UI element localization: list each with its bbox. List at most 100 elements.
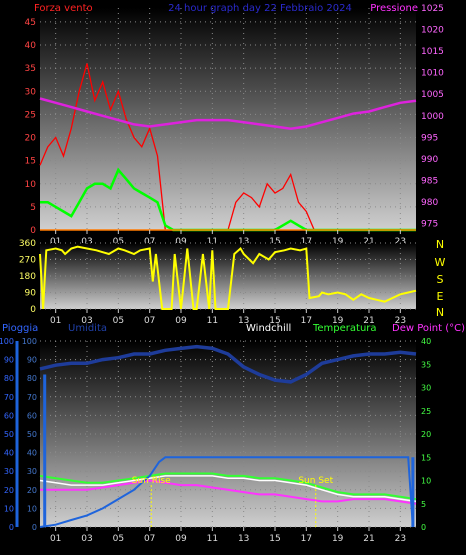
dewpoint-tick-label: 40 — [421, 337, 431, 346]
x-tick-label: 11 — [207, 534, 218, 544]
series-humidity — [39, 344, 417, 384]
rain-tick-label: 40 — [4, 449, 14, 458]
rain-tick-label: 70 — [4, 393, 14, 402]
dewpoint-tick-label: 25 — [421, 407, 431, 416]
wind-tick-label: 15 — [25, 157, 36, 167]
pressure-tick-label: 1005 — [421, 90, 444, 100]
dewpoint-tick-label: 30 — [421, 384, 431, 393]
x-tick-label: 01 — [50, 316, 61, 326]
x-tick-label: 17 — [301, 534, 312, 544]
pressure-tick-label: 1020 — [421, 26, 444, 36]
pressure-tick-label: 980 — [421, 198, 438, 208]
sun-annotations: Sun Rise Sun Set — [132, 476, 334, 527]
humidity-tick-label: 40 — [27, 449, 37, 458]
x-tick-label: 19 — [332, 534, 344, 544]
series-windchill — [39, 475, 417, 503]
x-tick-label: 19 — [332, 237, 344, 247]
pressure-tick-label: 1000 — [421, 112, 444, 122]
rain-tick-label: 90 — [4, 356, 14, 365]
direction-tick-label: 90 — [25, 289, 37, 299]
direction-tick-label: 0 — [30, 305, 36, 315]
wind-tick-label: 30 — [25, 87, 37, 97]
chart-title: 24 hour graph day 22 Febbraio 2024 — [168, 3, 352, 14]
pressure-axis-title: Pressione — [370, 3, 418, 14]
x-tick-label: 01 — [50, 237, 61, 247]
wind-tick-label: 25 — [25, 110, 36, 120]
climate-axes: 0102030405060708090100010203040506070809… — [0, 337, 431, 544]
legend-umidita: Umidita — [68, 323, 107, 334]
x-tick-label: 05 — [113, 237, 124, 247]
x-tick-label: 23 — [395, 534, 406, 544]
rain-tick-label: 100 — [0, 337, 14, 346]
x-tick-label: 05 — [113, 534, 124, 544]
wind-axis-title: Forza vento — [34, 3, 93, 14]
wind-tick-label: 40 — [25, 41, 37, 51]
x-tick-label: 07 — [144, 316, 155, 326]
x-tick-label: 21 — [363, 316, 374, 326]
legend-temperatura: Temperatura — [312, 323, 377, 334]
x-tick-label: 03 — [81, 534, 92, 544]
x-tick-label: 01 — [50, 534, 61, 544]
humidity-tick-label: 90 — [27, 356, 37, 365]
rain-tick-label: 80 — [4, 374, 14, 383]
wind-series — [39, 63, 417, 232]
wind-tick-label: 20 — [25, 134, 37, 144]
x-tick-label: 15 — [269, 237, 280, 247]
legend-windchill: Windchill — [246, 323, 291, 334]
pressure-tick-label: 995 — [421, 133, 438, 143]
x-tick-label: 07 — [144, 237, 155, 247]
x-tick-label: 07 — [144, 534, 155, 544]
sun-marker-label: Sun Rise — [132, 476, 171, 486]
wind-tick-label: 35 — [25, 64, 36, 74]
compass-label: E — [437, 290, 444, 303]
x-tick-label: 13 — [238, 237, 249, 247]
humidity-tick-label: 80 — [27, 374, 37, 383]
humidity-tick-label: 20 — [27, 486, 37, 495]
compass-label: W — [435, 256, 446, 269]
rain-tick-label: 50 — [4, 430, 14, 439]
pressure-tick-label: 1025 — [421, 4, 444, 14]
series-wind-avg — [40, 167, 416, 232]
pressure-tick-label: 990 — [421, 155, 438, 165]
x-tick-label: 13 — [238, 534, 249, 544]
rain-tick-label: 30 — [4, 467, 14, 476]
x-tick-label: 23 — [395, 316, 406, 326]
x-tick-label: 23 — [395, 237, 406, 247]
climate-series — [39, 344, 417, 528]
series-wind-direction — [39, 245, 417, 310]
climate-plot-area — [40, 341, 416, 527]
series-pioggia — [39, 456, 414, 528]
humidity-tick-label: 10 — [27, 504, 37, 513]
climate-grid — [40, 340, 416, 528]
x-tick-label: 09 — [175, 237, 187, 247]
wind-tick-label: 0 — [30, 226, 36, 236]
x-tick-label: 13 — [238, 316, 249, 326]
dewpoint-tick-label: 5 — [421, 500, 426, 509]
compass-labels: N W S E N — [435, 238, 446, 319]
pressure-tick-label: 985 — [421, 176, 438, 186]
x-tick-label: 21 — [363, 237, 374, 247]
legend-dewpoint: Dew Point (°C) — [392, 323, 465, 334]
compass-label: S — [437, 273, 444, 286]
compass-label: N — [436, 306, 444, 319]
humidity-tick-label: 30 — [27, 467, 37, 476]
direction-tick-label: 360 — [19, 239, 36, 249]
sun-marker-label: Sun Set — [298, 476, 333, 486]
x-tick-label: 09 — [175, 534, 187, 544]
wind-tick-label: 45 — [25, 18, 36, 28]
x-tick-label: 21 — [363, 534, 374, 544]
pressure-tick-label: 975 — [421, 220, 438, 230]
series-dewpoint — [40, 479, 417, 505]
legend-pioggia: Pioggia — [2, 323, 38, 334]
rain-tick-label: 20 — [4, 486, 14, 495]
rain-tick-label: 0 — [9, 523, 14, 532]
series-pressure — [39, 97, 417, 130]
rain-tick-label: 10 — [4, 504, 14, 513]
x-tick-label: 03 — [81, 316, 92, 326]
humidity-tick-label: 100 — [22, 337, 37, 346]
x-tick-label: 11 — [207, 237, 218, 247]
direction-tick-label: 270 — [19, 256, 36, 266]
dewpoint-tick-label: 0 — [421, 523, 426, 532]
rain-tick-label: 60 — [4, 411, 14, 420]
